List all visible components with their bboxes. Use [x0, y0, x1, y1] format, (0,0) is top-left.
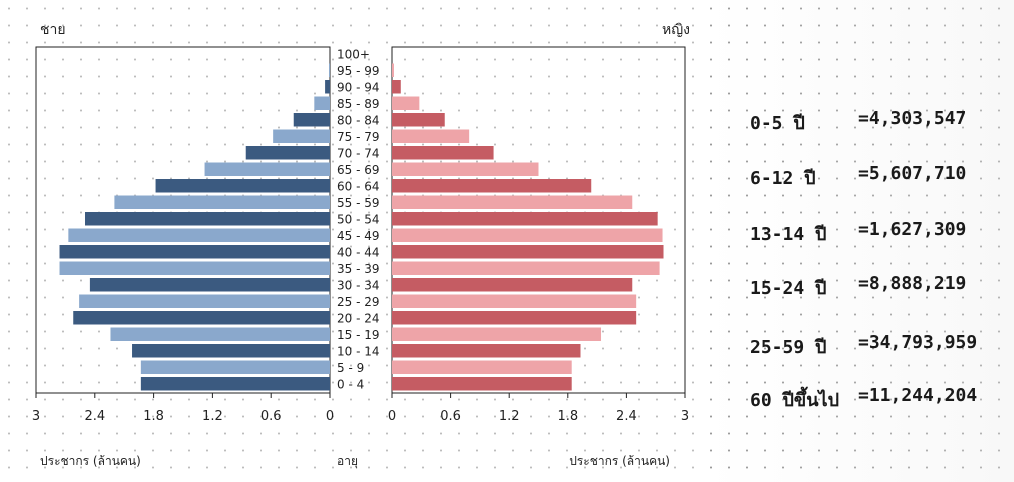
age-group-label: 25 - 29	[337, 295, 380, 309]
male-bar	[293, 113, 330, 127]
female-bar	[392, 344, 581, 358]
age-group-label: 90 - 94	[337, 81, 380, 95]
age-group-label: 30 - 34	[337, 279, 380, 293]
female-bar	[392, 327, 602, 341]
stat-value: =4,303,547	[858, 108, 967, 129]
stat-value: =1,627,309	[858, 219, 967, 240]
tick-label: 2.4	[616, 409, 637, 424]
female-bar	[392, 63, 394, 77]
female-bar	[392, 212, 658, 226]
age-group-label: 65 - 69	[337, 163, 380, 177]
male-bar	[59, 245, 331, 259]
female-bar	[392, 294, 637, 308]
male-bar	[155, 179, 330, 193]
male-bar	[59, 261, 331, 275]
female-bar	[392, 311, 637, 325]
stat-label: 15-24 ปี	[750, 278, 827, 299]
male-bar	[245, 146, 330, 160]
age-group-label: 10 - 14	[337, 345, 380, 359]
tick-label: 0.6	[261, 409, 282, 424]
male-bar	[68, 228, 330, 242]
tick-label: 3	[32, 409, 40, 424]
age-group-label: 0 - 4	[337, 378, 364, 392]
age-group-label: 100+	[337, 48, 370, 62]
stat-row: 15-24 ปี =8,888,219	[750, 273, 966, 302]
female-axis-label: ประชากร (ล้านคน)	[569, 454, 670, 468]
male-bar	[114, 195, 331, 209]
age-group-label: 95 - 99	[337, 64, 380, 78]
female-bar	[392, 261, 660, 275]
female-bar	[392, 146, 494, 160]
age-group-label: 50 - 54	[337, 213, 380, 227]
male-bar	[140, 360, 330, 374]
stat-value: =11,244,204	[858, 385, 978, 406]
tick-label: 1.8	[557, 409, 578, 424]
female-bar	[392, 96, 420, 110]
stat-row: 60 ปีขึ้นไป =11,244,204	[750, 385, 977, 414]
age-group-label: 70 - 74	[337, 147, 380, 161]
stat-value: =5,607,710	[858, 163, 967, 184]
age-group-label: 40 - 44	[337, 246, 380, 260]
tick-label: 1.2	[499, 409, 520, 424]
female-bar	[392, 360, 572, 374]
female-bar	[392, 162, 539, 176]
age-group-label: 5 - 9	[337, 361, 364, 375]
stat-label: 6-12 ปี	[750, 168, 816, 189]
age-group-label: 55 - 59	[337, 196, 380, 210]
female-bar	[392, 377, 572, 391]
age-group-label: 75 - 79	[337, 130, 380, 144]
male-header: ชาย	[40, 22, 66, 38]
male-bar	[79, 294, 331, 308]
female-bar	[392, 245, 664, 259]
tick-label: 1.2	[202, 409, 223, 424]
age-axis-label: อายุ	[337, 454, 358, 469]
male-bar	[314, 96, 330, 110]
age-group-label: 60 - 64	[337, 180, 380, 194]
male-bar	[325, 80, 330, 94]
female-bar	[392, 228, 663, 242]
male-axis-label: ประชากร (ล้านคน)	[40, 454, 141, 468]
male-bar	[85, 212, 330, 226]
tick-label: 0	[326, 409, 334, 424]
age-group-label: 35 - 39	[337, 262, 380, 276]
tick-label: 3	[681, 409, 689, 424]
stat-label: 0-5 ปี	[750, 113, 805, 134]
age-group-label: 80 - 84	[337, 114, 380, 128]
stat-value: =34,793,959	[858, 332, 978, 353]
stats-panel: 0-5 ปี =4,303,547 6-12 ปี =5,607,710 13-…	[706, 0, 1014, 482]
male-bar	[132, 344, 330, 358]
stat-row: 0-5 ปี =4,303,547	[750, 108, 966, 137]
tick-label: 0	[388, 409, 396, 424]
stat-label: 13-14 ปี	[750, 224, 827, 245]
male-bar	[73, 311, 331, 325]
tick-label: 1.8	[143, 409, 164, 424]
male-bar	[89, 278, 331, 292]
male-bar	[273, 129, 330, 143]
age-group-label: 45 - 49	[337, 229, 380, 243]
male-bar	[140, 377, 330, 391]
female-header: หญิง	[662, 22, 690, 38]
age-group-label: 20 - 24	[337, 312, 380, 326]
female-bar	[392, 113, 445, 127]
age-group-label: 15 - 19	[337, 328, 380, 342]
tick-label: 0.6	[440, 409, 461, 424]
female-bar	[392, 80, 401, 94]
male-bar	[110, 327, 330, 341]
tick-label: 2.4	[84, 409, 105, 424]
female-bar	[392, 179, 592, 193]
female-bar	[392, 129, 470, 143]
stat-label: 60 ปีขึ้นไป	[750, 390, 840, 411]
male-bar	[204, 162, 330, 176]
male-bar	[329, 63, 330, 77]
stat-row: 13-14 ปี =1,627,309	[750, 219, 966, 248]
stat-row: 6-12 ปี =5,607,710	[750, 163, 966, 192]
age-group-label: 85 - 89	[337, 97, 380, 111]
female-bar	[392, 195, 633, 209]
female-bar	[392, 278, 633, 292]
stat-row: 25-59 ปี =34,793,959	[750, 332, 977, 361]
stat-value: =8,888,219	[858, 273, 967, 294]
stat-label: 25-59 ปี	[750, 337, 827, 358]
